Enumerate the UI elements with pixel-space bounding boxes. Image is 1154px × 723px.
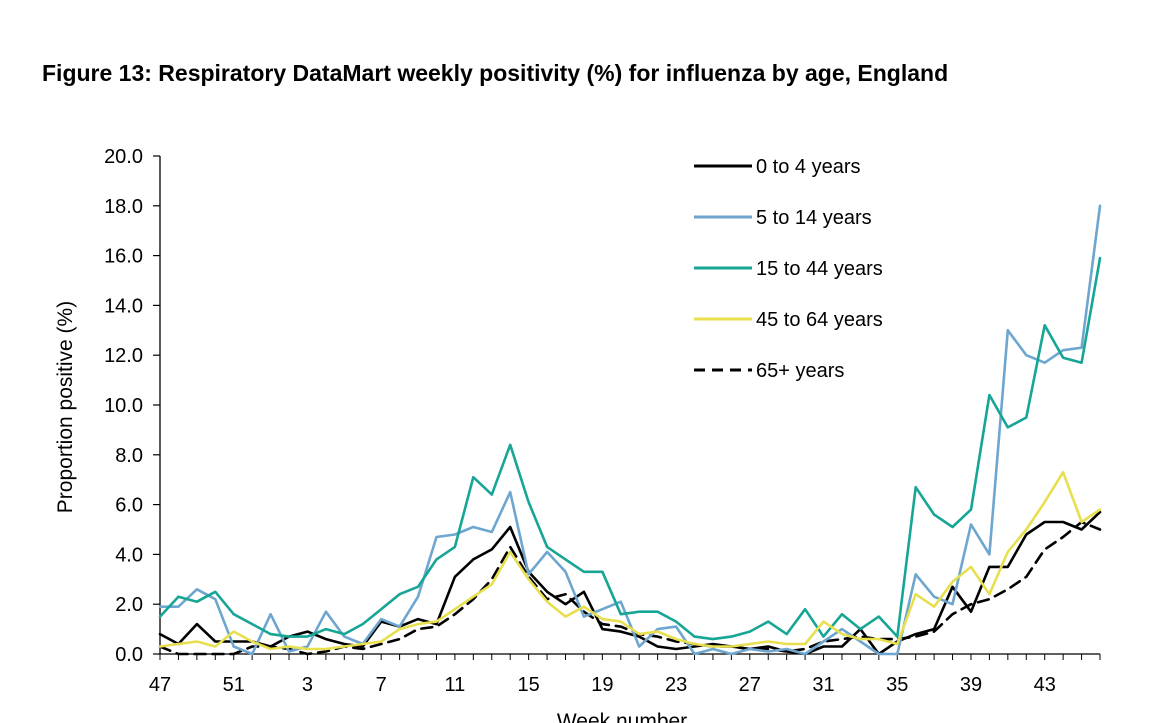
legend-label-15-to-44-years: 15 to 44 years (756, 258, 883, 280)
x-tick-label: 35 (886, 674, 908, 696)
legend-label-65plus-years: 65+ years (756, 360, 844, 382)
legend-label-45-to-64-years: 45 to 64 years (756, 309, 883, 331)
axes-group: 0.0 2.0 4.0 6.0 8.0 10.0 12.0 14.0 16.0 18.0 20.0 4… (54, 146, 1101, 723)
legend: 0 to 4 years 5 to 14 years 15 to 44 years 4… (694, 156, 883, 382)
y-tick-label: 20.0 (104, 146, 143, 168)
series-line-45-to-64-years (158, 470, 1102, 651)
x-tick-label: 39 (960, 674, 982, 696)
x-tick-label: 15 (518, 674, 540, 696)
x-tick-label: 19 (591, 674, 613, 696)
y-tick-label: 4.0 (115, 544, 143, 566)
y-tick-label: 18.0 (104, 196, 143, 218)
y-tick-label: 12.0 (104, 345, 143, 367)
x-tick-label: 3 (302, 674, 313, 696)
legend-label-5-to-14-years: 5 to 14 years (756, 207, 872, 229)
x-tick-label: 23 (665, 674, 687, 696)
x-tick-label: 11 (445, 674, 466, 696)
y-tick-label: 14.0 (104, 295, 143, 317)
y-tick-label: 2.0 (115, 594, 143, 616)
series-line-0-to-4-years (158, 510, 1102, 656)
y-axis-title: Proportion positive (%) (54, 301, 77, 513)
series-line-5-to-14-years (158, 204, 1102, 656)
series-layer (158, 204, 1102, 656)
series-line-15-to-44-years (158, 256, 1102, 641)
figure-title: Figure 13: Respiratory DataMart weekly p… (42, 60, 949, 86)
x-tick-label: 43 (1034, 674, 1056, 696)
x-tick-label: 51 (223, 674, 245, 696)
x-tick-label: 47 (149, 674, 171, 696)
x-tick-label: 27 (739, 674, 761, 696)
legend-label-0-to-4-years: 0 to 4 years (756, 156, 861, 178)
x-axis-title: Week number (557, 710, 687, 723)
y-tick-label: 16.0 (104, 246, 143, 268)
y-tick-label: 0.0 (115, 644, 143, 666)
y-tick-label: 8.0 (115, 445, 143, 467)
x-tick-label: 7 (376, 674, 387, 696)
x-tick-label: 31 (812, 674, 834, 696)
y-tick-label: 6.0 (115, 495, 143, 517)
y-tick-label: 10.0 (104, 395, 143, 417)
